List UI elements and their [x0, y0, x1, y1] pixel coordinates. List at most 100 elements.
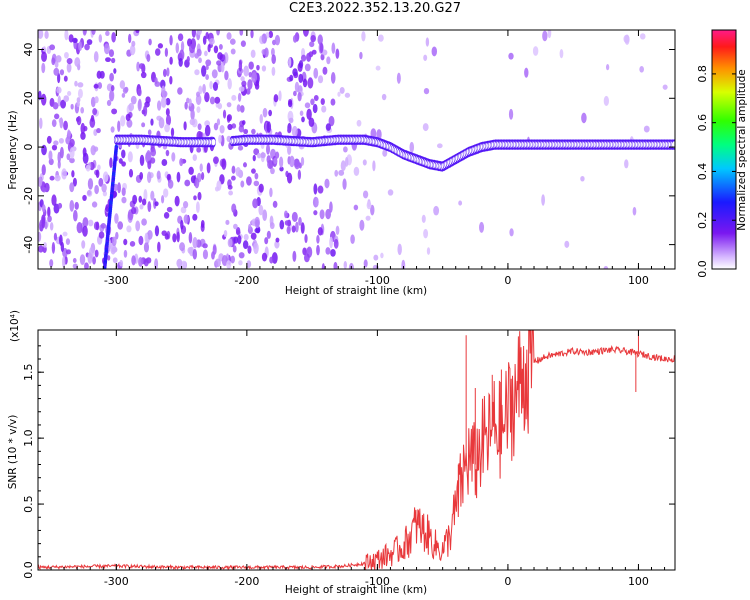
heatmap-cell: [97, 82, 103, 89]
heatmap-cell: [111, 236, 117, 247]
heatmap-cell: [269, 222, 275, 230]
heatmap-cell: [243, 128, 249, 135]
heatmap-cell: [333, 261, 338, 269]
heatmap-cell: [423, 228, 429, 239]
heatmap-cell: [242, 240, 249, 250]
heatmap-cell: [141, 218, 147, 226]
heatmap-cell: [372, 160, 376, 172]
heatmap-cell: [80, 122, 86, 135]
snr-y-tick-label: 0.5: [22, 495, 35, 512]
heatmap-cell: [158, 117, 165, 129]
heatmap-cell: [256, 64, 260, 71]
heatmap-cell: [267, 159, 273, 170]
spectrogram-x-tick-label: -300: [104, 274, 129, 287]
heatmap-cell: [169, 75, 173, 85]
heatmap-cell: [279, 166, 284, 172]
heatmap-cell: [138, 256, 143, 267]
heatmap-cell: [219, 124, 225, 134]
heatmap-cell: [95, 169, 100, 179]
heatmap-cell: [297, 92, 302, 102]
heatmap-cell: [202, 249, 209, 260]
heatmap-cell: [57, 160, 61, 169]
heatmap-cell: [123, 249, 128, 258]
heatmap-cell: [92, 256, 96, 265]
heatmap-cell: [102, 171, 109, 183]
heatmap-cell: [196, 30, 203, 36]
heatmap-cell: [164, 124, 170, 133]
heatmap-cell: [51, 119, 57, 128]
heatmap-cell: [195, 201, 200, 214]
heatmap-cell: [326, 56, 331, 65]
heatmap-cell: [240, 180, 245, 188]
spectrogram-x-tick-label: 100: [628, 274, 649, 287]
heatmap-cell: [38, 90, 42, 101]
heatmap-cell: [426, 247, 431, 255]
heatmap-cell: [160, 195, 165, 204]
heatmap-cell: [254, 227, 261, 234]
heatmap-cell: [231, 94, 237, 101]
heatmap-cell: [54, 174, 61, 182]
heatmap-cell: [193, 195, 197, 201]
heatmap-cell: [252, 154, 256, 162]
heatmap-cell: [93, 146, 99, 152]
heatmap-cell: [176, 231, 180, 243]
heatmap-cell: [121, 149, 126, 159]
heatmap-cell: [192, 213, 198, 221]
heatmap-cell: [295, 221, 299, 233]
snr-panel: -300 -200 -100 0 100 0.0 0.5 1.0 1.5 Height of s…: [7, 310, 676, 596]
heatmap-cell: [128, 168, 134, 178]
heatmap-cell: [205, 32, 209, 40]
heatmap-cell: [246, 176, 252, 186]
heatmap-cell: [237, 92, 242, 102]
heatmap-cell: [117, 182, 121, 194]
heatmap-cell: [292, 250, 297, 262]
heatmap-cell: [272, 200, 278, 208]
spectrogram-y-label: Frequency (Hz): [7, 110, 19, 189]
snr-y-tick-label: 0.0: [22, 561, 35, 579]
heatmap-cell: [46, 135, 52, 144]
heatmap-cell: [221, 158, 227, 170]
snr-x-tick-label: -300: [104, 575, 129, 588]
heatmap-cell: [227, 123, 233, 131]
heatmap-cell: [248, 71, 252, 78]
heatmap-cell: [216, 30, 220, 36]
heatmap-cell: [189, 43, 195, 54]
snr-line-area: [38, 330, 675, 570]
heatmap-cell: [287, 127, 292, 134]
heatmap-cell: [300, 156, 305, 166]
heatmap-cell: [218, 44, 223, 50]
heatmap-cell: [41, 204, 46, 213]
heatmap-cell: [330, 98, 336, 106]
heatmap-cell: [198, 85, 203, 95]
heatmap-cell: [59, 234, 63, 246]
heatmap-cell: [150, 190, 155, 201]
heatmap-cell: [235, 166, 241, 177]
heatmap-cell: [205, 65, 209, 70]
heatmap-cell: [227, 78, 232, 90]
heatmap-cell: [366, 201, 372, 210]
heatmap-cell: [183, 214, 189, 224]
heatmap-cell: [215, 258, 221, 268]
heatmap-cell: [605, 64, 610, 71]
heatmap-cell: [42, 46, 47, 53]
heatmap-cell: [184, 179, 191, 187]
heatmap-cell: [94, 184, 99, 195]
heatmap-cell: [111, 31, 116, 43]
snr-x-tick-label: -100: [365, 575, 390, 588]
heatmap-cell: [288, 117, 294, 124]
heatmap-cell: [41, 187, 47, 193]
heatmap-cell: [163, 90, 168, 98]
heatmap-cell: [143, 242, 150, 253]
heatmap-cell: [146, 171, 152, 184]
heatmap-cell: [262, 209, 268, 222]
heatmap-cell: [190, 108, 195, 121]
heatmap-cell: [333, 238, 339, 249]
heatmap-cell: [260, 152, 266, 159]
heatmap-cell: [238, 260, 243, 266]
heatmap-cell: [310, 98, 315, 106]
heatmap-cell: [142, 105, 148, 117]
heatmap-cell: [94, 96, 99, 104]
heatmap-cell: [317, 34, 323, 45]
heatmap-cell: [163, 212, 170, 219]
